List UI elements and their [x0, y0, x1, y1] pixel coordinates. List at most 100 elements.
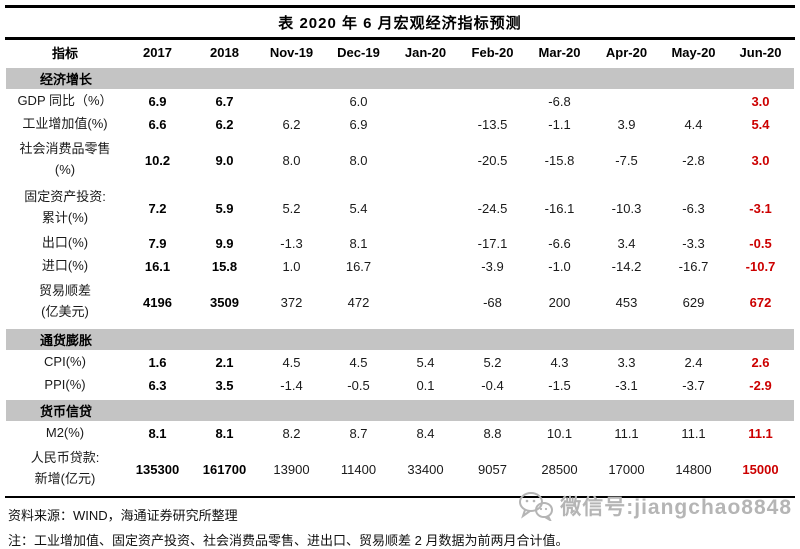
table-header-row: 指标 2017 2018 Nov-19 Dec-19 Jan-20 Feb-20 Mar-20… [6, 40, 794, 65]
table-cell-forecast: 3.0 [751, 94, 770, 109]
column-header: 2017 [143, 45, 172, 60]
row-label: 固定资产投资: 累计(%) [6, 187, 124, 229]
table-cell: 161700 [202, 461, 247, 477]
table-title: 表 2020 年 6 月宏观经济指标预测 [278, 15, 522, 32]
table-cell: 4.3 [550, 355, 569, 370]
table-cell: -24.5 [477, 200, 508, 216]
table-cell: 10.2 [144, 152, 171, 168]
table-cell: 11400 [340, 461, 377, 477]
row-label-line: 进口(%) [41, 258, 89, 274]
table-row: CPI(%) 1.6 2.1 4.5 4.5 5.4 5.2 4.3 3.3 2.4 2.6 [6, 351, 794, 374]
row-label-line: M2(%) [45, 425, 85, 441]
table-cell: 8.0 [349, 152, 368, 168]
table-cell: 6.9 [148, 94, 167, 109]
table-cell: 8.1 [349, 236, 368, 251]
table-cell: -6.3 [682, 200, 705, 216]
row-label: M2(%) [6, 423, 124, 444]
table-cell: 135300 [135, 461, 180, 477]
bottom-rule [5, 496, 795, 498]
table-cell: -3.1 [615, 378, 638, 393]
table-cell: 0.1 [416, 378, 435, 393]
table-cell: -0.4 [481, 378, 504, 393]
table-cell: 372 [280, 294, 303, 310]
row-label-line: (%) [54, 162, 76, 177]
table-row: 出口(%) 7.9 9.9 -1.3 8.1 -17.1 -6.6 3.4 -3.3 -0.5 [6, 232, 794, 255]
table-cell: -1.5 [548, 378, 571, 393]
column-header: Apr-20 [605, 45, 648, 60]
table-cell: 8.4 [416, 426, 435, 441]
table-cell: 7.9 [148, 236, 167, 251]
table-cell: 5.9 [215, 200, 234, 216]
row-label: CPI(%) [6, 352, 124, 373]
table-cell-forecast: 5.4 [751, 117, 770, 132]
table-cell: 6.3 [148, 378, 167, 393]
table-cell: 4.5 [349, 355, 368, 370]
column-header: May-20 [671, 45, 716, 60]
section-header: 经济增长 [6, 68, 794, 89]
top-rule [5, 5, 795, 8]
table-cell: 5.2 [282, 200, 301, 216]
table-cell-forecast: 15000 [742, 461, 779, 477]
table-cell-forecast: 11.1 [748, 426, 773, 441]
table-cell: -16.7 [678, 259, 709, 274]
table-cell-forecast: 2.6 [751, 355, 770, 370]
table-cell: 8.7 [349, 426, 368, 441]
column-header: Feb-20 [471, 45, 514, 60]
table-cell: 629 [682, 294, 705, 310]
table-cell: 4196 [143, 294, 172, 310]
table-row: M2(%) 8.1 8.1 8.2 8.7 8.4 8.8 10.1 11.1 11.1 11.1 [6, 422, 794, 445]
table-cell: 9.0 [215, 152, 234, 168]
table-cell: 4.4 [684, 117, 703, 132]
row-label: 出口(%) [6, 233, 124, 254]
table-cell: -17.1 [477, 236, 508, 251]
table-cell: 6.6 [148, 117, 167, 132]
section-header: 通货膨胀 [6, 329, 794, 350]
table-cell: -2.8 [682, 152, 705, 168]
table-cell: 5.4 [349, 200, 368, 216]
table-cell: -6.8 [548, 94, 571, 109]
column-header: Dec-19 [337, 45, 380, 60]
table-cell: 200 [548, 294, 571, 310]
row-label: PPI(%) [6, 375, 124, 396]
table-cell: 3.4 [617, 236, 636, 251]
table-cell: 3509 [210, 294, 239, 310]
column-header: Jan-20 [404, 45, 447, 60]
row-label-line: 累计(%) [41, 210, 89, 225]
row-label: GDP 同比（%） [6, 91, 124, 112]
column-header: Jun-20 [739, 45, 782, 60]
table-row: 固定资产投资: 累计(%) 7.2 5.9 5.2 5.4 -24.5 -16.1 -10.3 -… [6, 184, 794, 232]
macro-forecast-table: 表 2020 年 6 月宏观经济指标预测 指标 2017 2018 Nov-19 Dec… [5, 5, 795, 548]
table-cell: 472 [347, 294, 370, 310]
source-line: 资料来源：WIND，海通证券研究所整理 [8, 508, 238, 523]
column-header: Mar-20 [538, 45, 581, 60]
row-label: 进口(%) [6, 256, 124, 277]
table-cell: 5.2 [483, 355, 502, 370]
table-cell: 8.2 [282, 426, 301, 441]
table-cell: 8.1 [215, 426, 234, 441]
title-rule [5, 37, 795, 40]
table-cell: -20.5 [477, 152, 508, 168]
table-cell: 13900 [273, 461, 310, 477]
table-cell: 453 [615, 294, 638, 310]
table-cell: 11.1 [614, 426, 639, 441]
table-cell: -3.9 [481, 259, 504, 274]
table-cell: -16.1 [544, 200, 575, 216]
table-row: 进口(%) 16.1 15.8 1.0 16.7 -3.9 -1.0 -14.2 -16.7 -1… [6, 255, 794, 278]
table-cell: -1.3 [280, 236, 303, 251]
table-cell: -1.4 [280, 378, 303, 393]
note-line: 注：工业增加值、固定资产投资、社会消费品零售、进出口、贸易顺差 2 月数据为前两… [8, 533, 569, 548]
table-cell: 9.9 [215, 236, 234, 251]
table-cell: 2.1 [215, 355, 234, 370]
table-cell: -3.7 [682, 378, 705, 393]
table-cell: 17000 [608, 461, 645, 477]
table-cell: 8.8 [483, 426, 502, 441]
table-cell-forecast: -2.9 [749, 378, 772, 393]
table-cell: -3.3 [682, 236, 705, 251]
table-cell: 3.9 [617, 117, 636, 132]
row-label: 工业增加值(%) [6, 114, 124, 135]
table-cell: 16.1 [144, 259, 171, 274]
table-cell: 9057 [478, 461, 507, 477]
table-cell: 8.1 [148, 426, 167, 441]
table-cell: 15.8 [211, 259, 238, 274]
table-cell: 3.5 [215, 378, 234, 393]
